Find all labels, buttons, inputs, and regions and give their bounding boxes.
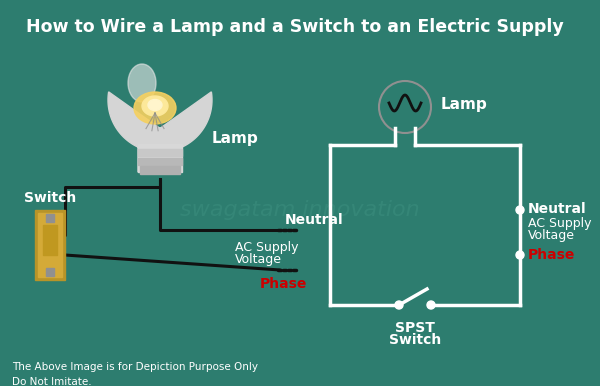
Text: AC Supply: AC Supply	[235, 242, 299, 254]
Text: AC Supply: AC Supply	[528, 217, 592, 230]
Bar	[138, 144, 182, 172]
Text: Voltage: Voltage	[528, 229, 575, 242]
Text: SPST: SPST	[395, 321, 435, 335]
Circle shape	[516, 251, 524, 259]
Circle shape	[395, 301, 403, 309]
Text: Voltage: Voltage	[235, 254, 282, 266]
Circle shape	[516, 206, 524, 214]
Text: Lamp: Lamp	[212, 130, 259, 146]
Text: How to Wire a Lamp and a Switch to an Electric Supply: How to Wire a Lamp and a Switch to an El…	[26, 18, 564, 36]
Bar	[140, 166, 180, 174]
Text: Phase: Phase	[260, 277, 307, 291]
Text: Switch: Switch	[389, 333, 441, 347]
Bar	[46, 268, 54, 276]
Bar	[43, 225, 57, 255]
Text: Switch: Switch	[24, 191, 76, 205]
Text: Lamp: Lamp	[441, 98, 488, 112]
Bar	[38, 213, 62, 277]
Ellipse shape	[142, 96, 168, 116]
Bar	[46, 214, 54, 222]
Text: Neutral: Neutral	[285, 213, 344, 227]
Bar	[138, 149, 182, 156]
Bar	[138, 158, 182, 165]
Ellipse shape	[128, 64, 156, 102]
Text: swagatam innovation: swagatam innovation	[180, 200, 420, 220]
Text: Phase: Phase	[528, 248, 575, 262]
Polygon shape	[108, 92, 212, 172]
Ellipse shape	[148, 100, 162, 110]
Text: Neutral: Neutral	[528, 202, 587, 216]
Bar	[35, 210, 65, 280]
Text: The Above Image is for Depiction Purpose Only
Do Not Imitate.: The Above Image is for Depiction Purpose…	[12, 362, 258, 386]
Circle shape	[427, 301, 435, 309]
Ellipse shape	[134, 92, 176, 124]
